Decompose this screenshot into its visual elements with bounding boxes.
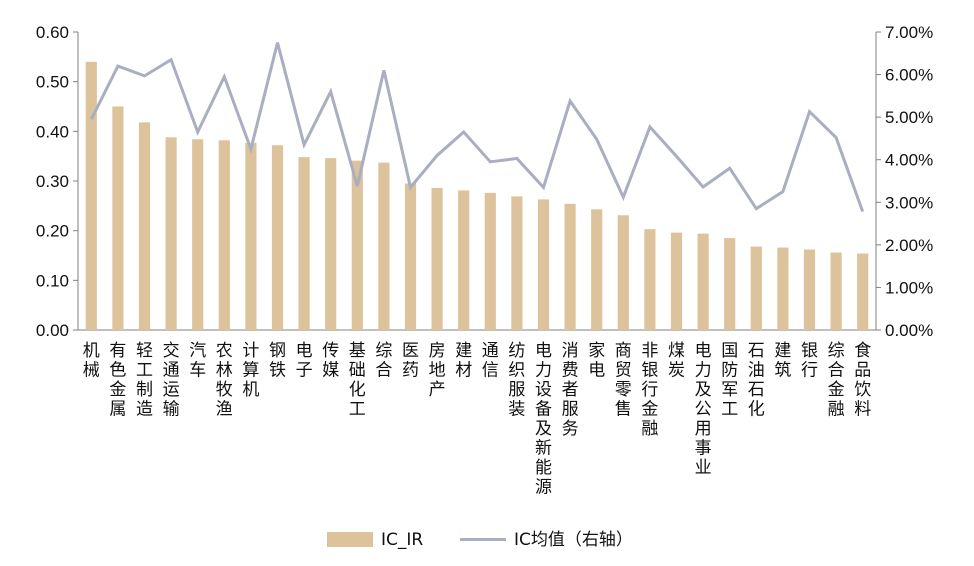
bar-ic-ir xyxy=(165,137,177,330)
right-tick-label: 0.00% xyxy=(885,321,933,340)
category-label: 煤炭 xyxy=(668,341,685,381)
bar-ic-ir xyxy=(617,215,629,330)
category-label: 机械 xyxy=(83,341,100,381)
bar-series xyxy=(85,61,869,331)
category-label: 商贸零售 xyxy=(615,341,632,420)
category-label: 汽车 xyxy=(189,341,206,381)
category-label: 传媒 xyxy=(322,341,339,381)
left-tick-label: 0.50 xyxy=(36,73,69,92)
category-label: 综合 xyxy=(375,341,392,381)
category-labels: 机械有色金属轻工制造交通运输汽车农林牧渔计算机钢铁电子传媒基础化工综合医药房地产… xyxy=(83,341,871,498)
category-label: 房地产 xyxy=(429,341,446,400)
category-label: 石油石化 xyxy=(748,341,765,420)
category-label: 交通运输 xyxy=(163,341,180,420)
category-label: 基础化工 xyxy=(349,341,366,420)
legend-label-ic-ir: IC_IR xyxy=(381,530,423,550)
category-label: 轻工制造 xyxy=(136,341,153,420)
bar-ic-ir xyxy=(431,187,443,330)
category-label: 非银行金融 xyxy=(641,341,658,439)
left-tick-label: 0.40 xyxy=(36,122,69,141)
category-label: 通信 xyxy=(482,341,499,381)
category-label: 食品饮料 xyxy=(854,341,871,420)
bar-ic-ir xyxy=(298,157,310,330)
category-label: 综合金融 xyxy=(828,341,845,420)
bar-ic-ir xyxy=(644,229,656,330)
line-series xyxy=(89,42,865,213)
line-ic-mean xyxy=(89,42,865,213)
category-label: 纺织服装 xyxy=(508,341,525,420)
bar-ic-ir xyxy=(564,203,576,330)
bar-ic-ir xyxy=(404,183,417,330)
category-label: 银行 xyxy=(801,341,818,381)
left-tick-label: 0.20 xyxy=(36,222,69,241)
right-tick-label: 7.00% xyxy=(885,23,933,42)
bar-ic-ir xyxy=(777,247,789,330)
bar-ic-ir xyxy=(218,140,230,330)
bar-ic-ir xyxy=(750,246,762,330)
bar-ic-ir xyxy=(112,106,124,330)
bar-ic-ir xyxy=(803,249,816,330)
left-axis-ticks: 0.00 0.10 0.20 0.30 0.40 0.50 0.60 xyxy=(36,23,78,340)
bar-ic-ir xyxy=(325,158,337,330)
bar-ic-ir xyxy=(351,160,363,330)
bar-ic-ir xyxy=(511,196,523,330)
category-label: 医药 xyxy=(402,341,419,381)
right-tick-label: 5.00% xyxy=(885,108,933,127)
right-tick-label: 4.00% xyxy=(885,151,933,170)
legend: IC_IR IC均值（右轴） xyxy=(327,530,633,550)
left-tick-label: 0.60 xyxy=(36,23,69,42)
category-label: 消费者服务 xyxy=(562,341,579,439)
category-label: 建材 xyxy=(455,341,472,381)
bar-ic-ir xyxy=(857,253,869,330)
category-label: 计算机 xyxy=(242,341,259,400)
category-label: 建筑 xyxy=(774,341,791,381)
bar-ic-ir xyxy=(697,233,709,330)
category-label: 有色金属 xyxy=(109,341,126,420)
bar-ic-ir xyxy=(724,238,736,330)
left-tick-label: 0.00 xyxy=(36,321,69,340)
bar-ic-ir xyxy=(458,190,470,330)
category-label: 钢铁 xyxy=(269,341,286,381)
right-tick-label: 2.00% xyxy=(885,236,933,255)
right-tick-label: 6.00% xyxy=(885,66,933,85)
bar-ic-ir xyxy=(378,162,390,330)
bar-ic-ir xyxy=(484,192,496,330)
category-label: 电力设备及新能源 xyxy=(535,341,552,498)
bar-ic-ir xyxy=(245,142,257,330)
left-tick-label: 0.10 xyxy=(36,271,69,290)
bar-ic-ir xyxy=(85,61,97,331)
bar-ic-ir xyxy=(271,145,284,330)
legend-label-ic-mean: IC均值（右轴） xyxy=(514,530,633,550)
category-label: 电力及公用事业 xyxy=(695,341,712,478)
right-tick-label: 1.00% xyxy=(885,278,933,297)
right-axis-ticks: 0.00% 1.00% 2.00% 3.00% 4.00% 5.00% 6.00% 7.00% xyxy=(876,23,933,340)
bar-ic-ir xyxy=(670,232,683,330)
bar-ic-ir xyxy=(591,209,603,330)
bar-ic-ir xyxy=(138,122,151,330)
category-label: 农林牧渔 xyxy=(216,341,233,420)
legend-swatch-ic-ir xyxy=(327,532,373,547)
category-label: 家电 xyxy=(588,341,605,381)
bar-ic-ir xyxy=(830,252,842,330)
right-tick-label: 3.00% xyxy=(885,193,933,212)
bar-ic-ir xyxy=(537,199,550,330)
category-label: 电子 xyxy=(296,341,313,381)
bar-ic-ir xyxy=(192,139,204,330)
category-label: 国防军工 xyxy=(721,341,738,420)
left-tick-label: 0.30 xyxy=(36,172,69,191)
